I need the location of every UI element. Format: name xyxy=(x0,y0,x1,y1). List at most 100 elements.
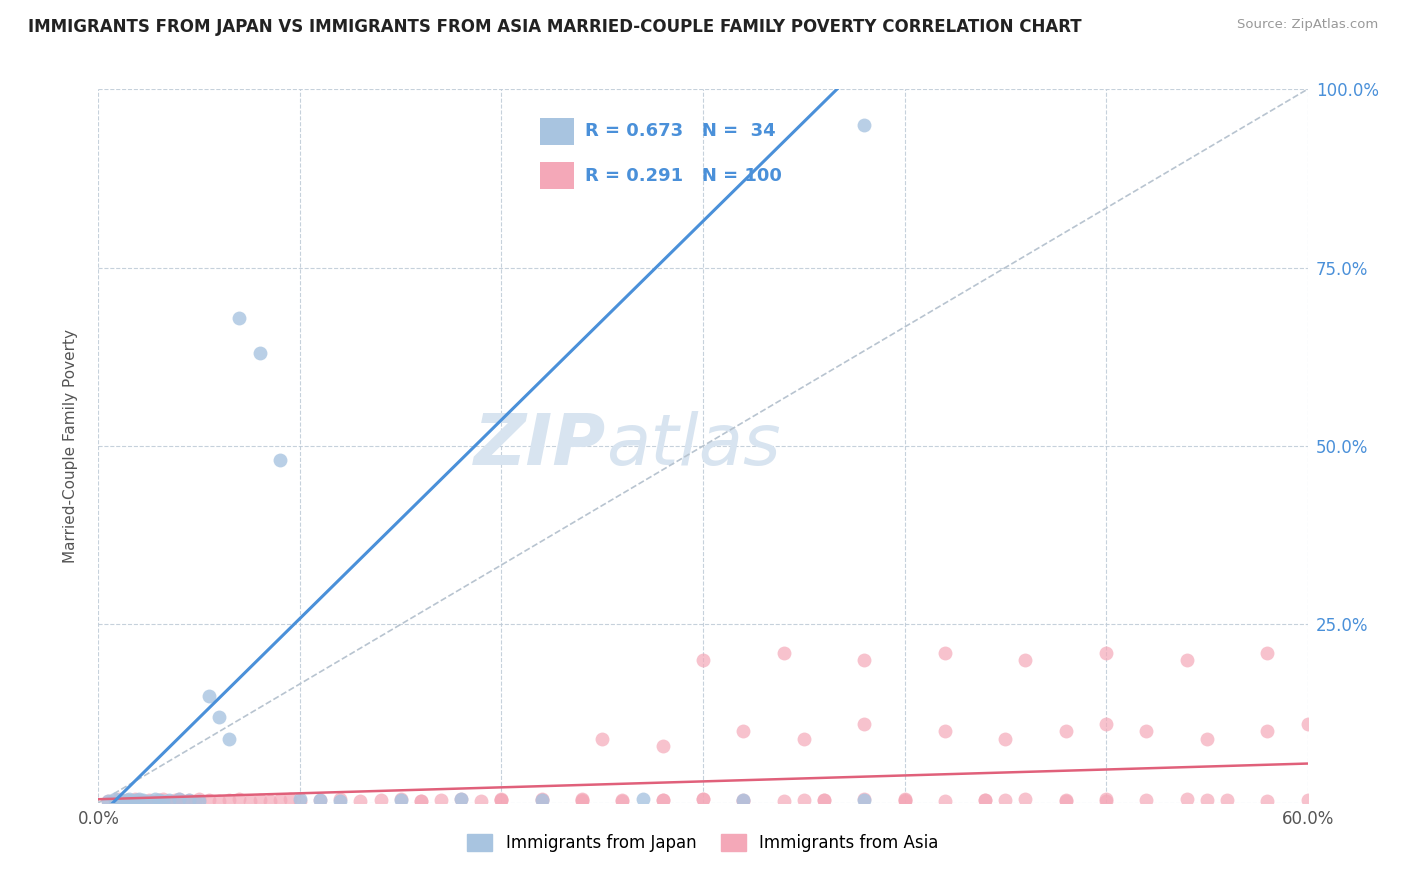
Point xyxy=(208,710,231,724)
Point xyxy=(138,793,160,807)
Point xyxy=(733,793,755,807)
Point xyxy=(349,794,371,808)
Point xyxy=(994,731,1017,746)
Point xyxy=(148,793,170,807)
Point xyxy=(1135,724,1157,739)
Point xyxy=(218,793,240,807)
Point xyxy=(228,310,250,325)
Point xyxy=(934,724,956,739)
Point xyxy=(143,792,166,806)
Point xyxy=(128,792,150,806)
Point xyxy=(692,792,714,806)
Point xyxy=(733,794,755,808)
Point xyxy=(120,794,142,808)
Point xyxy=(179,793,201,807)
Point xyxy=(179,793,201,807)
Point xyxy=(571,794,593,808)
Text: Source: ZipAtlas.com: Source: ZipAtlas.com xyxy=(1237,18,1378,31)
Point xyxy=(853,793,876,807)
Point xyxy=(184,794,207,808)
Point xyxy=(409,794,432,808)
Point xyxy=(143,794,166,808)
Point xyxy=(288,794,311,808)
Point xyxy=(733,793,755,807)
Text: R = 0.291   N = 100: R = 0.291 N = 100 xyxy=(585,167,782,185)
Point xyxy=(309,793,332,807)
Point xyxy=(409,794,432,808)
Point xyxy=(115,793,138,807)
Point xyxy=(530,793,553,807)
Point xyxy=(974,793,997,807)
Point xyxy=(1054,724,1077,739)
Point xyxy=(132,794,155,808)
Point xyxy=(97,794,120,808)
Point xyxy=(450,792,472,806)
Point xyxy=(1195,731,1218,746)
Point xyxy=(111,794,134,808)
Point xyxy=(167,792,190,806)
Point xyxy=(1135,793,1157,807)
Point xyxy=(631,792,654,806)
Point xyxy=(172,794,194,808)
Point xyxy=(1054,793,1077,807)
Point xyxy=(491,793,513,807)
Point xyxy=(103,792,125,806)
Point xyxy=(793,731,815,746)
FancyBboxPatch shape xyxy=(540,118,574,145)
Point xyxy=(1296,717,1319,731)
Point xyxy=(1195,793,1218,807)
Point xyxy=(389,793,412,807)
Point xyxy=(198,793,221,807)
Point xyxy=(228,792,250,806)
Point xyxy=(1095,646,1118,660)
Point xyxy=(853,653,876,667)
Point xyxy=(120,794,142,808)
Point xyxy=(772,646,794,660)
Point xyxy=(692,653,714,667)
Point xyxy=(491,792,513,806)
Point xyxy=(239,794,262,808)
Point xyxy=(118,792,141,806)
Point xyxy=(124,792,146,806)
Point xyxy=(218,731,240,746)
Point xyxy=(853,792,876,806)
Point xyxy=(1256,646,1278,660)
Point xyxy=(571,793,593,807)
Point xyxy=(430,793,453,807)
Point xyxy=(115,793,138,807)
Point xyxy=(1095,717,1118,731)
Point xyxy=(1296,793,1319,807)
Point xyxy=(132,793,155,807)
Point xyxy=(208,794,231,808)
Point xyxy=(934,794,956,808)
Point xyxy=(793,793,815,807)
Text: ZIP: ZIP xyxy=(474,411,606,481)
Point xyxy=(389,792,412,806)
Point xyxy=(1175,792,1198,806)
Point xyxy=(591,731,613,746)
Point xyxy=(530,792,553,806)
Point xyxy=(974,793,997,807)
Point xyxy=(152,794,174,808)
Point xyxy=(111,794,134,808)
Point xyxy=(157,793,180,807)
Point xyxy=(329,794,352,808)
Point xyxy=(692,792,714,806)
Point xyxy=(813,793,835,807)
Point xyxy=(103,793,125,807)
Point xyxy=(491,793,513,807)
Point xyxy=(853,717,876,731)
Point xyxy=(278,792,301,806)
Point xyxy=(994,793,1017,807)
Point xyxy=(107,792,129,806)
Y-axis label: Married-Couple Family Poverty: Married-Couple Family Poverty xyxy=(63,329,77,563)
Point xyxy=(934,646,956,660)
Point xyxy=(198,689,221,703)
Point xyxy=(651,793,673,807)
Point xyxy=(1014,792,1036,806)
Legend: Immigrants from Japan, Immigrants from Asia: Immigrants from Japan, Immigrants from A… xyxy=(461,827,945,859)
Point xyxy=(893,793,915,807)
Point xyxy=(733,724,755,739)
Point xyxy=(893,794,915,808)
Point xyxy=(259,794,281,808)
